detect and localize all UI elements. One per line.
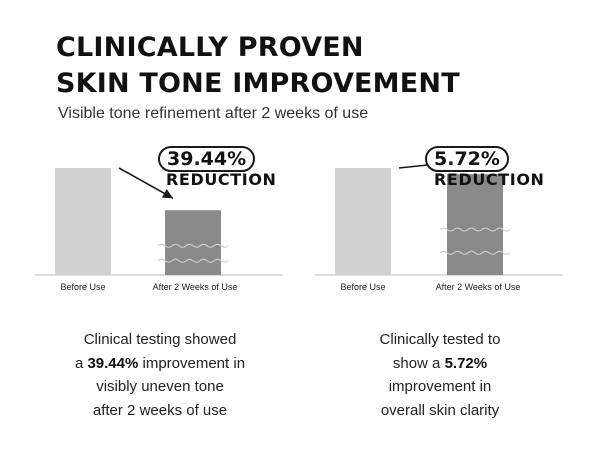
caption-text: a bbox=[74, 354, 88, 372]
category-label-before: Before Use bbox=[340, 282, 386, 292]
caption-line: overall skin clarity bbox=[380, 401, 500, 419]
callout-reduction-label: REDUCTION bbox=[166, 170, 277, 189]
category-label-before: Before Use bbox=[60, 282, 106, 292]
caption-line: Clinically tested to bbox=[379, 331, 501, 348]
bar-texture-wave bbox=[157, 243, 229, 248]
caption-text: improvement in bbox=[138, 354, 246, 372]
category-label-after: After 2 Weeks of Use bbox=[435, 282, 521, 292]
caption-line: improvement in bbox=[388, 378, 492, 395]
reduction-arrow bbox=[118, 167, 174, 199]
caption-line: visibly uneven tone bbox=[96, 378, 224, 395]
bar-before bbox=[335, 168, 391, 275]
category-label-after: After 2 Weeks of Use bbox=[152, 282, 238, 292]
caption-line: Clinical testing showed bbox=[83, 331, 237, 348]
bar-chart-clarity bbox=[315, 158, 563, 276]
bar-texture-wave bbox=[439, 227, 511, 232]
chart-caption: Clinically tested to show a 5.72% improv… bbox=[310, 328, 570, 422]
arrow-head-icon bbox=[161, 188, 173, 199]
title-line-2: SKIN TONE IMPROVEMENT bbox=[56, 68, 460, 99]
bar-after bbox=[447, 174, 503, 275]
bar-chart-tone bbox=[35, 167, 283, 276]
caption-highlight-value: 39.44% bbox=[87, 354, 139, 372]
bar-after bbox=[165, 210, 221, 275]
bar-texture-wave bbox=[157, 258, 229, 263]
page-title: CLINICALLY PROVEN SKIN TONE IMPROVEMENT bbox=[56, 30, 460, 102]
caption-line: after 2 weeks of use bbox=[92, 401, 228, 419]
caption-line: show a 5.72% bbox=[310, 352, 570, 376]
chart-panel-clarity: 5.72% REDUCTION Before Use After 2 Weeks… bbox=[310, 140, 570, 440]
caption-text: show a bbox=[392, 354, 445, 372]
page-subtitle: Visible tone refinement after 2 weeks of… bbox=[58, 105, 369, 122]
callout-value-badge: 39.44% bbox=[158, 146, 256, 172]
bar-texture-wave bbox=[439, 250, 511, 255]
chart-caption: Clinical testing showed a 39.44% improve… bbox=[30, 328, 290, 422]
bar-before bbox=[55, 168, 111, 275]
caption-line: a 39.44% improvement in bbox=[30, 352, 290, 376]
title-line-1: CLINICALLY PROVEN bbox=[56, 32, 364, 63]
caption-highlight-value: 5.72% bbox=[444, 354, 488, 372]
chart-panel-tone: 39.44% REDUCTION Before Use After 2 Week… bbox=[30, 140, 290, 440]
callout-value-badge: 5.72% bbox=[425, 146, 509, 172]
callout-reduction-label: REDUCTION bbox=[434, 170, 545, 189]
